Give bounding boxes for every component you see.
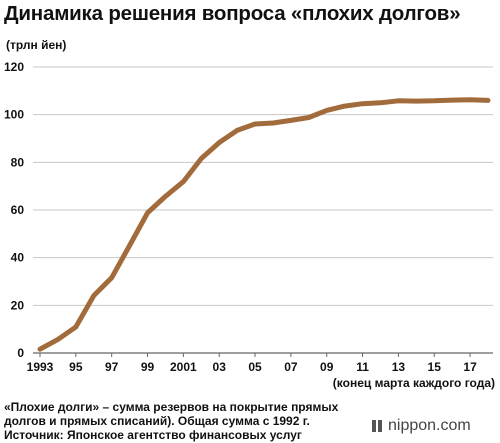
x-tick-label: 17 (463, 360, 477, 374)
grid-lines (33, 66, 493, 354)
footnotes: «Плохие долги» – сумма резервов на покры… (4, 400, 338, 442)
y-tick-label: 20 (11, 298, 25, 312)
x-tick-label: 1993 (27, 360, 54, 374)
y-tick-label: 40 (11, 251, 25, 265)
series-layer (37, 97, 491, 352)
y-tick-label: 0 (17, 346, 24, 360)
x-tick-label: 07 (284, 360, 298, 374)
x-tick-label: 99 (141, 360, 155, 374)
y-tick-label: 80 (11, 155, 25, 169)
y-tick-label: 60 (11, 203, 25, 217)
y-tick-labels: 0 20 40 60 80 100 120 (4, 60, 24, 360)
y-tick-label: 100 (4, 108, 24, 122)
x-tick-label: 13 (392, 360, 406, 374)
page-title: Динамика решения вопроса «плохих долгов» (4, 2, 461, 25)
source-line: Источник: Японское агентство финансовых … (4, 428, 302, 442)
y-tick-label: 120 (4, 60, 24, 74)
x-tick-label: 15 (428, 360, 442, 374)
x-tick-labels: 1993 95 97 99 2001 03 05 07 09 11 13 15 17 (27, 353, 477, 374)
x-tick-label: 03 (213, 360, 227, 374)
footnote-line: долгов и прямых списаний). Общая сумма с… (4, 414, 310, 428)
y-axis-unit-label: (трлн йен) (6, 38, 67, 52)
brand-name: nippon.com (388, 417, 471, 434)
series-line (37, 97, 491, 352)
pause-icon (372, 420, 384, 432)
x-tick-label: 05 (248, 360, 262, 374)
x-axis-note: (конец марта каждого года) (332, 376, 495, 390)
x-tick-label: 11 (356, 360, 369, 374)
footnote-line: «Плохие долги» – сумма резервов на покры… (4, 400, 339, 414)
x-tick-label: 95 (69, 360, 83, 374)
x-tick-label: 2001 (170, 360, 197, 374)
x-tick-label: 09 (320, 360, 334, 374)
brand-logo: nippon.com (372, 417, 471, 435)
x-tick-label: 97 (105, 360, 119, 374)
